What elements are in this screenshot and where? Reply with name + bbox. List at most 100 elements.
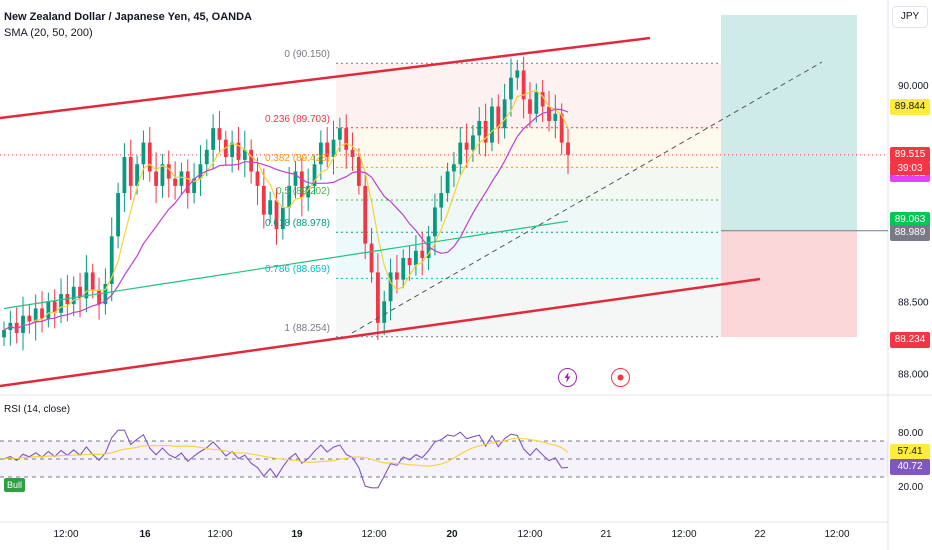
candle-body (274, 200, 279, 230)
candle-body (78, 286, 82, 299)
fib-level-label: 0 (90.150) (284, 49, 330, 61)
candle-body (407, 257, 412, 266)
sma-line (3, 108, 569, 331)
candle-body (528, 99, 532, 114)
candle-body (59, 294, 63, 313)
fib-level-label: 1 (88.254) (284, 322, 330, 334)
candle-body (230, 142, 235, 158)
lightning-icon (564, 372, 571, 383)
candle-body (382, 301, 387, 323)
candle-body (217, 128, 222, 140)
candle-body (337, 128, 342, 140)
candle-body (52, 301, 57, 313)
candle-body (515, 70, 520, 78)
candle-body (14, 322, 19, 333)
candle-body (439, 193, 444, 208)
candle-body (97, 289, 101, 305)
candle-body (306, 185, 311, 198)
candle-body (211, 128, 216, 150)
candle-body (394, 272, 399, 280)
price-axis-tick-label: 90.000 (898, 81, 929, 92)
candle-body (90, 272, 95, 290)
candle-body (293, 171, 298, 186)
time-axis-tick-label: 12:00 (361, 529, 387, 540)
time-axis-tick-label: 12:00 (517, 529, 543, 540)
time-axis-tick-label: 16 (139, 529, 151, 540)
candle-body (198, 164, 203, 179)
candle-body (540, 92, 545, 107)
candle-body (445, 171, 450, 194)
target-event-icon[interactable] (611, 368, 630, 387)
candle-body (40, 308, 44, 319)
candle-body (141, 142, 146, 165)
price-axis-tick-label: 88.500 (898, 297, 929, 308)
symbol-title: New Zealand Dollar / Japanese Yen, 45, O… (4, 11, 252, 23)
candle-body (547, 106, 551, 121)
candle-body (46, 301, 51, 319)
candle-body (122, 157, 127, 194)
price-badge: 88.234 (890, 331, 930, 348)
channel-upper-line (0, 36, 651, 120)
bull-badge: Bull (4, 478, 26, 492)
lightning-event-icon[interactable] (558, 368, 577, 387)
long-position-stop-zone (721, 230, 857, 337)
candle-body (553, 113, 558, 121)
fib-zone (336, 127, 721, 168)
fib-zone (336, 63, 721, 128)
time-axis-tick-label: 12:00 (824, 529, 850, 540)
sma-line (3, 220, 569, 310)
time-axis-tick-label: 22 (754, 529, 766, 540)
candle-body (363, 185, 368, 244)
price-badge: 88.989 (890, 224, 930, 241)
candle-body (33, 308, 38, 322)
candle-body (166, 164, 171, 179)
fib-level-label: 0.786 (88.659) (264, 264, 330, 276)
candle-body (471, 135, 475, 150)
candle-body (350, 149, 355, 158)
candle-body (388, 272, 393, 302)
fib-level-label: 0.382 (89.428) (264, 153, 330, 165)
fib-level-label: 0.618 (88.978) (264, 218, 330, 230)
price-badge: 89.844 (890, 99, 930, 116)
candle-body (135, 164, 139, 186)
candle-body (325, 142, 330, 158)
candle-body (204, 149, 209, 165)
fib-zone (336, 167, 721, 200)
price-badge: 89.515 (890, 146, 930, 163)
candle-body (375, 272, 380, 323)
price-badge: 89.063 (890, 212, 930, 229)
candle-body (401, 257, 406, 280)
candle-body (433, 207, 437, 237)
candle-body (255, 171, 260, 186)
rsi-badge: 57.41 (890, 444, 930, 461)
candle-body (116, 193, 120, 237)
candle-body (477, 120, 482, 136)
sma-indicator-label[interactable]: SMA (20, 50, 200) (4, 27, 93, 39)
rsi-indicator-label[interactable]: RSI (14, close) (4, 404, 71, 415)
candle-body (280, 207, 285, 230)
candle-body (242, 149, 247, 160)
candle-body (483, 120, 488, 143)
time-axis-tick-label: 21 (600, 529, 612, 540)
candle-body (154, 171, 158, 186)
price-axis-tick-label: 88.000 (898, 369, 929, 380)
candle-body (103, 283, 108, 305)
candle-body (521, 70, 526, 100)
fib-zone (336, 278, 721, 337)
rsi-ma-line (3, 437, 569, 467)
trend-dashed-line (351, 61, 823, 334)
rsi-line (3, 429, 569, 489)
candle-body (452, 164, 456, 172)
rsi-badge: 40.72 (890, 459, 930, 476)
candle-body (173, 178, 178, 186)
candle-body (287, 185, 292, 208)
candle-body (147, 142, 152, 172)
candle-body (420, 250, 425, 258)
candle-body (559, 113, 564, 143)
time-axis-tick-label: 12:00 (671, 529, 697, 540)
candle-body (236, 142, 241, 160)
time-axis-tick-label: 19 (291, 529, 303, 540)
currency-button[interactable]: JPY (892, 6, 928, 28)
candle-body (414, 250, 418, 266)
